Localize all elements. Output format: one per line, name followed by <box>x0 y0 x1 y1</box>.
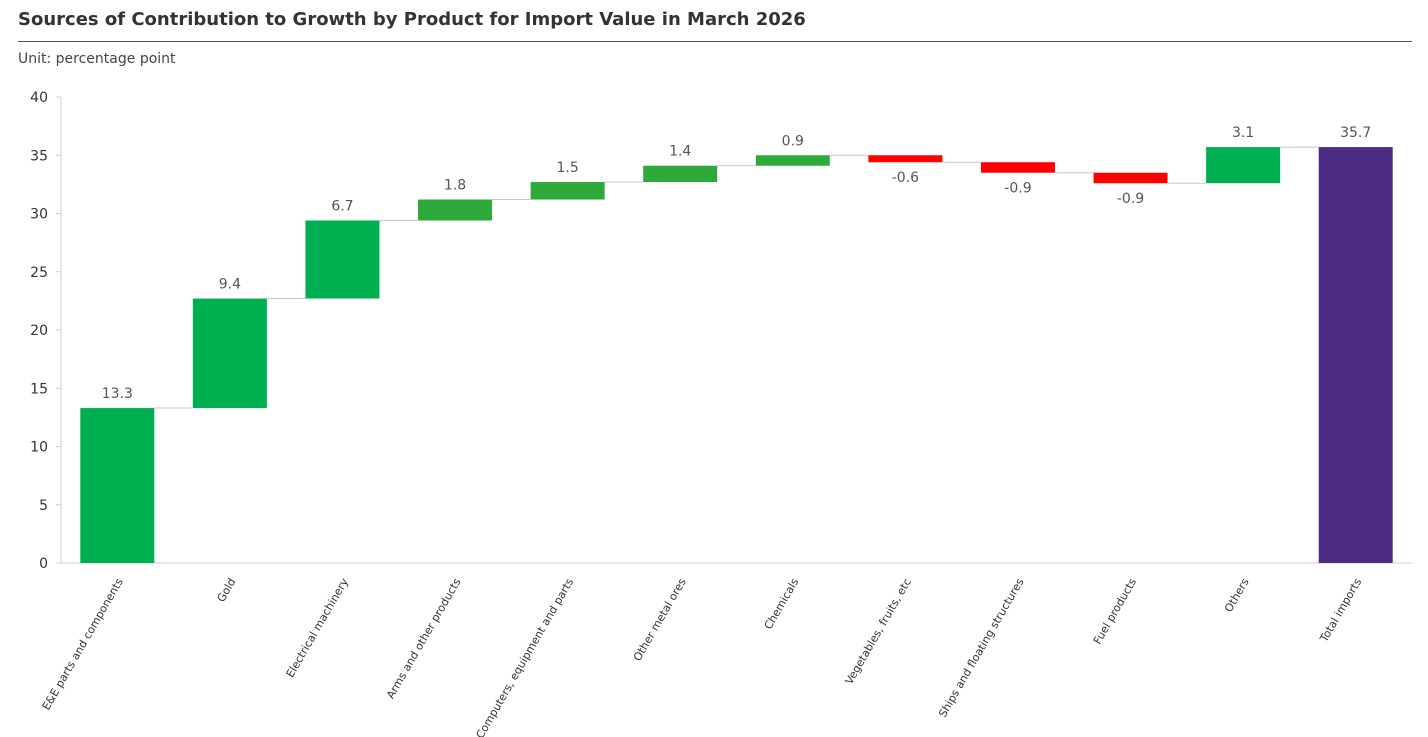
data-label: 6.7 <box>331 198 353 214</box>
bar-total <box>1318 147 1393 563</box>
data-label: 1.5 <box>556 160 578 176</box>
y-tick-label: 40 <box>30 90 48 106</box>
y-tick-label: 0 <box>39 556 48 572</box>
title-divider <box>18 41 1412 42</box>
bar-negative <box>980 162 1055 173</box>
data-label: 0.9 <box>782 133 804 149</box>
category-label: Total imports <box>1317 576 1365 645</box>
category-label: Computers, equipment and parts <box>474 576 577 737</box>
y-tick-label: 5 <box>39 498 48 514</box>
bar-positive <box>418 199 493 221</box>
data-label: 9.4 <box>219 277 241 293</box>
category-label: Electrical machinery <box>284 576 352 680</box>
category-label: Other metal ores <box>631 576 689 664</box>
data-labels: 13.3 9.4 6.7 1.8 1.5 1.4 0.9 -0.6 -0.9 -0.9 3.1 35.… <box>102 125 1372 402</box>
data-label: -0.6 <box>892 170 919 186</box>
y-tick-label: 10 <box>30 440 48 456</box>
y-tick-label: 35 <box>30 148 48 164</box>
bar-positive <box>643 165 718 183</box>
y-tick-label: 30 <box>30 207 48 223</box>
connector-lines <box>154 146 1319 409</box>
y-tick-label: 25 <box>30 265 48 281</box>
category-label: Gold <box>215 576 239 604</box>
data-label: 35.7 <box>1340 125 1371 141</box>
bar-positive <box>305 220 380 299</box>
bar-positive <box>530 182 605 200</box>
y-tick-label: 15 <box>30 381 48 397</box>
bar-negative <box>868 155 943 163</box>
bar-positive <box>80 408 155 563</box>
y-axis: 0 5 10 15 20 25 30 35 40 <box>30 90 1412 572</box>
category-label: Arms and other products <box>384 576 464 701</box>
data-label: 13.3 <box>102 386 133 402</box>
data-label: -0.9 <box>1117 191 1144 207</box>
category-label: Others <box>1222 576 1252 615</box>
category-label: Chemicals <box>762 576 802 632</box>
bars <box>80 147 1393 563</box>
category-label: Ships and floating structures <box>936 576 1027 720</box>
bar-negative <box>1093 172 1168 184</box>
bar-positive <box>1206 147 1281 184</box>
data-label: 1.8 <box>444 178 466 194</box>
data-label: 1.4 <box>669 144 691 160</box>
y-tick-label: 20 <box>30 323 48 339</box>
category-labels: E&E parts and components Gold Electrical m… <box>40 576 1365 737</box>
category-label: Fuel products <box>1091 576 1139 647</box>
unit-label: Unit: percentage point <box>18 51 176 67</box>
data-label: 3.1 <box>1232 125 1254 141</box>
chart-title: Sources of Contribution to Growth by Pro… <box>18 9 806 30</box>
bar-positive <box>755 155 830 166</box>
category-label: Vegetables, fruits, etc <box>843 576 914 687</box>
data-label: -0.9 <box>1004 181 1031 197</box>
bar-positive <box>192 298 267 409</box>
category-label: E&E parts and components <box>40 576 126 713</box>
